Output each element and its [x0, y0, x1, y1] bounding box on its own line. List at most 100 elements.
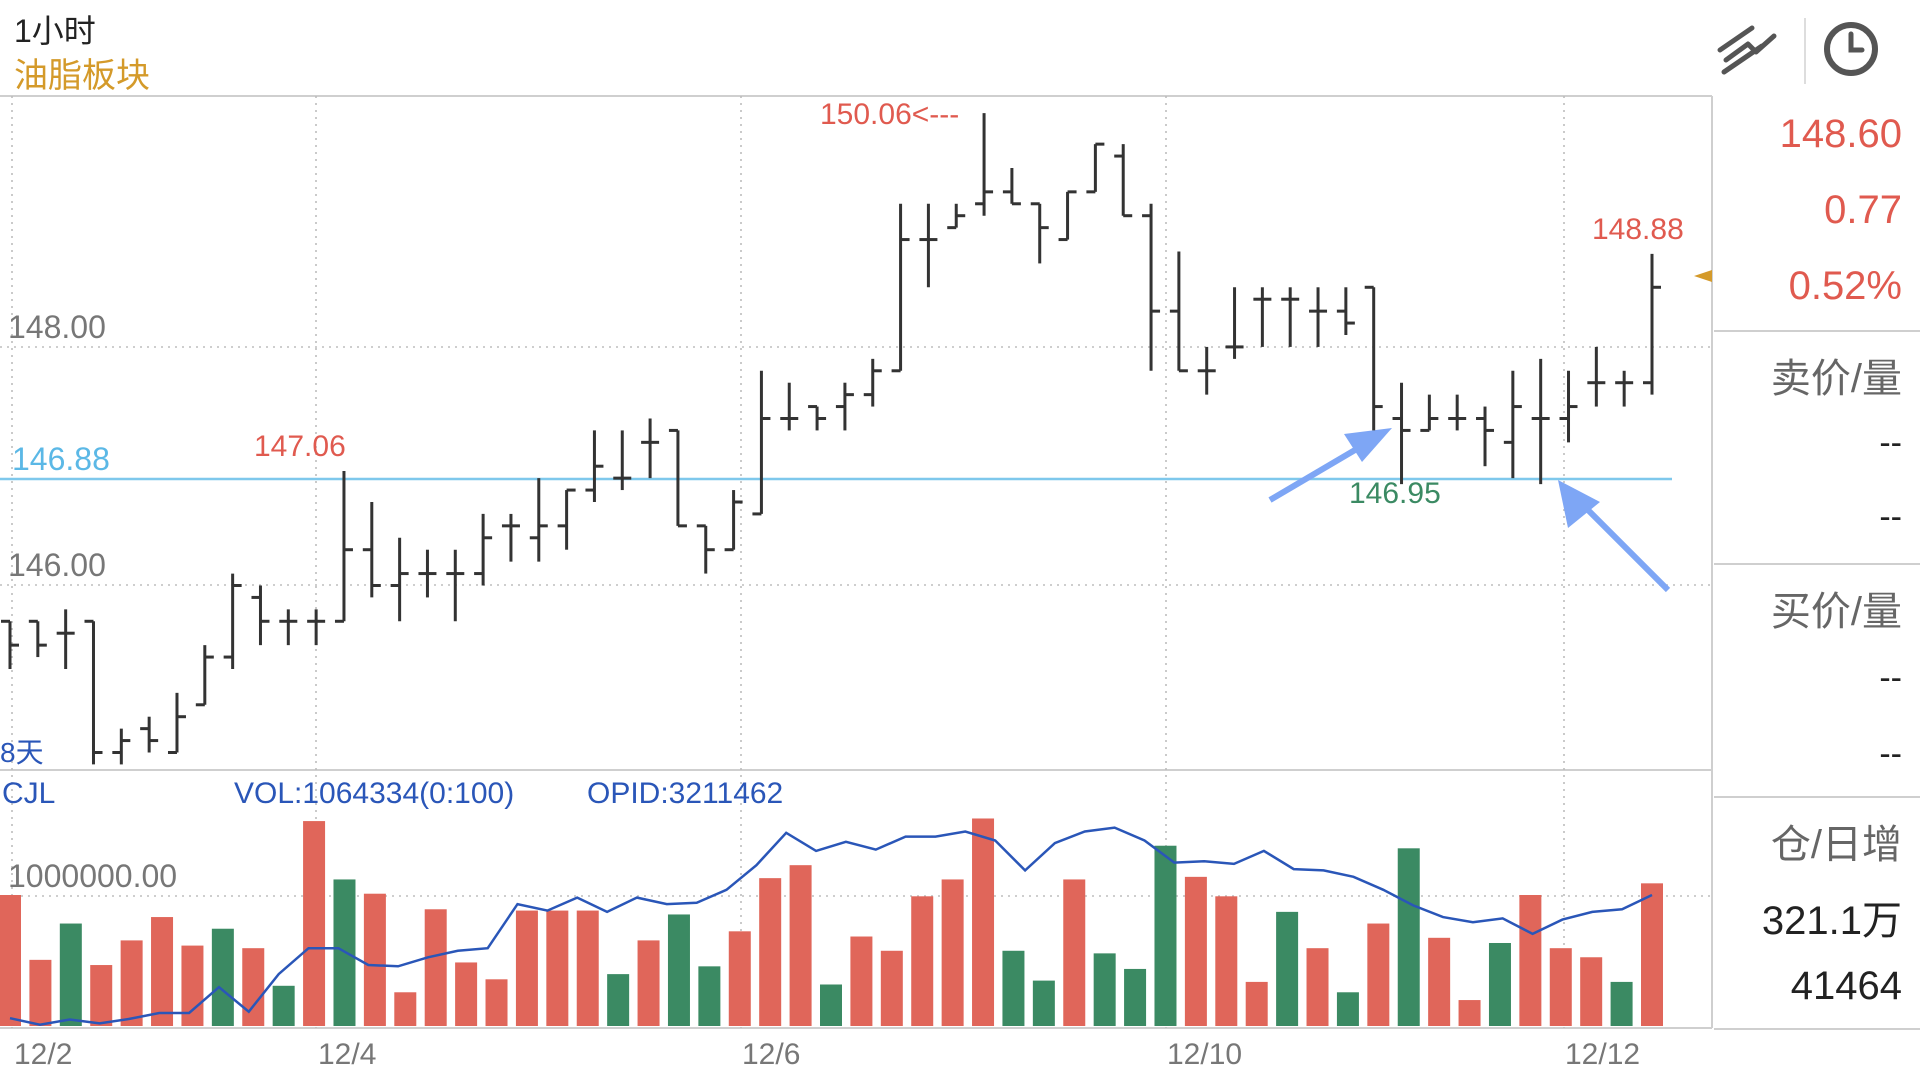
ohlc-bar [1559, 370, 1578, 443]
volume-bar [1458, 1000, 1481, 1026]
ohlc-bar [251, 585, 270, 646]
low-label: 146.95 [1349, 477, 1441, 510]
volume-bar [1093, 953, 1116, 1026]
ohlc-bar [1364, 285, 1383, 431]
ohlc-bar [1114, 144, 1133, 218]
ohlc-bar [474, 513, 493, 586]
ohlc-bar [1336, 287, 1355, 335]
period-label[interactable]: 1小时 [14, 13, 96, 49]
volume-bar [242, 948, 265, 1026]
ohlc-bar [1197, 346, 1216, 395]
volume-bar [1306, 948, 1329, 1026]
ohlc-bar [1, 619, 19, 669]
bid-box: 买价/量 -- -- [1714, 563, 1920, 797]
x-axis-label: 12/2 [14, 1038, 72, 1071]
ohlc-bar [696, 524, 715, 574]
volume-title: CJL [2, 777, 55, 810]
ohlc-bar [1142, 203, 1161, 371]
volume-bar [151, 917, 174, 1026]
ohlc-bar [1169, 251, 1188, 373]
ohlc-bar [975, 113, 994, 216]
ohlc-bar [557, 488, 576, 550]
volume-bar [424, 909, 447, 1026]
volume-bar [1549, 948, 1572, 1026]
volume-bar [1610, 981, 1633, 1026]
ohlc-bar [835, 382, 854, 431]
x-axis-label: 12/6 [742, 1038, 800, 1071]
last-price: 148.60 [1779, 112, 1902, 156]
volume-bar [485, 979, 508, 1026]
volume-bar [607, 974, 630, 1026]
ohlc-bar [1643, 253, 1661, 395]
price-change: 0.77 [1824, 188, 1902, 232]
ohlc-bar [724, 490, 743, 552]
volume-bar [820, 984, 842, 1026]
volume-bar [972, 818, 995, 1026]
volume-bar [880, 950, 903, 1026]
volume-bar [667, 914, 690, 1026]
period-tag: 8天 [0, 737, 44, 768]
ask-box: 卖价/量 -- -- [1714, 330, 1920, 564]
ohlc-bar [28, 619, 47, 658]
volume-bar [941, 879, 964, 1026]
oi-value: 321.1万 [1761, 899, 1902, 943]
ohlc-bar [307, 609, 326, 646]
arrow-annotation-left [1268, 428, 1392, 503]
volume-bar [211, 928, 234, 1026]
ohlc-bar [501, 513, 520, 562]
volume-bar [394, 992, 417, 1026]
ask-volume: -- [1879, 498, 1902, 536]
ohlc-bar [1476, 406, 1495, 467]
ohlc-bar [668, 428, 687, 528]
ohlc-bar [947, 203, 966, 230]
ohlc-bar [1281, 287, 1300, 347]
ohlc-bar [780, 382, 799, 431]
ohlc-bar [613, 430, 632, 491]
volume-bar [911, 896, 934, 1026]
ohlc-bar [1002, 167, 1021, 206]
volume-bar [120, 940, 143, 1026]
ohlc-bar [195, 645, 214, 707]
ohlc-bar [1448, 394, 1467, 431]
ohlc-bar [1615, 370, 1634, 407]
peak-left-label: 147.06 [254, 430, 346, 463]
high-label: 150.06<--- [820, 98, 959, 131]
volume-bar [1245, 981, 1268, 1026]
toolbar-divider [1804, 18, 1806, 84]
volume-bar [789, 865, 812, 1026]
volume-bar [698, 966, 721, 1026]
volume-bar [29, 959, 52, 1026]
opid-label: OPID:3211462 [587, 777, 783, 810]
support-label: 146.88 [12, 441, 110, 477]
ohlc-bar [334, 470, 353, 623]
ohlc-bar [752, 370, 771, 516]
volume-bar [1397, 848, 1420, 1026]
clock-icon[interactable] [1816, 14, 1886, 84]
ohlc-bar [84, 619, 103, 765]
volume-bar [1124, 968, 1147, 1026]
ohlc-bar [418, 549, 437, 598]
ohlc-bar [585, 430, 604, 502]
drawing-tool-icon[interactable] [1712, 14, 1782, 84]
volume-tick: 1000000.00 [8, 858, 177, 894]
price-change-pct: 0.52% [1788, 264, 1902, 308]
x-axis-label: 12/12 [1565, 1038, 1640, 1071]
ohlc-bar [362, 501, 381, 598]
ohlc-bar [1420, 394, 1439, 432]
volume-bar [1336, 992, 1359, 1026]
volume-bar [576, 910, 599, 1026]
y-tick-148: 148.00 [8, 309, 106, 345]
ohlc-series [1, 113, 1661, 765]
volume-bar [303, 821, 326, 1026]
volume-bar [1641, 883, 1663, 1026]
volume-series [0, 818, 1663, 1026]
volume-bar [272, 985, 295, 1026]
volume-bar [455, 962, 478, 1026]
oi-label: 仓/日增 [1770, 823, 1902, 867]
ohlc-bar [56, 609, 75, 669]
ohlc-bar [863, 358, 882, 407]
ohlc-bar [1309, 287, 1328, 347]
ask-label: 卖价/量 [1770, 357, 1902, 401]
ohlc-bar [1587, 346, 1606, 407]
